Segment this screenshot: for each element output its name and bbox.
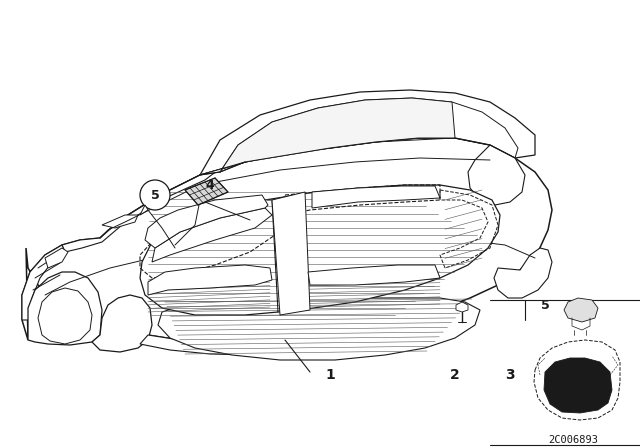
Polygon shape: [28, 272, 102, 345]
Text: 3: 3: [505, 368, 515, 382]
Polygon shape: [200, 98, 455, 175]
Polygon shape: [102, 215, 138, 228]
Polygon shape: [158, 295, 480, 360]
Text: 1: 1: [325, 368, 335, 382]
Text: 2C006893: 2C006893: [548, 435, 598, 445]
Text: 5: 5: [541, 298, 549, 311]
Polygon shape: [22, 245, 65, 320]
Polygon shape: [312, 186, 440, 208]
Polygon shape: [152, 208, 272, 262]
Polygon shape: [544, 358, 612, 413]
Polygon shape: [62, 170, 218, 252]
Polygon shape: [468, 145, 525, 205]
Polygon shape: [308, 265, 440, 285]
Polygon shape: [456, 302, 468, 312]
Text: 2: 2: [450, 368, 460, 382]
Polygon shape: [564, 298, 598, 322]
Polygon shape: [22, 138, 552, 342]
Polygon shape: [494, 248, 552, 298]
Polygon shape: [92, 295, 152, 352]
Polygon shape: [272, 192, 310, 315]
Polygon shape: [200, 90, 535, 175]
Polygon shape: [185, 178, 228, 205]
Circle shape: [140, 180, 170, 210]
Polygon shape: [140, 310, 440, 355]
Polygon shape: [140, 185, 500, 315]
Polygon shape: [140, 205, 148, 215]
Text: 5: 5: [150, 189, 159, 202]
Text: 4: 4: [205, 178, 214, 191]
Polygon shape: [145, 195, 268, 248]
Polygon shape: [148, 265, 272, 295]
Polygon shape: [45, 248, 68, 268]
